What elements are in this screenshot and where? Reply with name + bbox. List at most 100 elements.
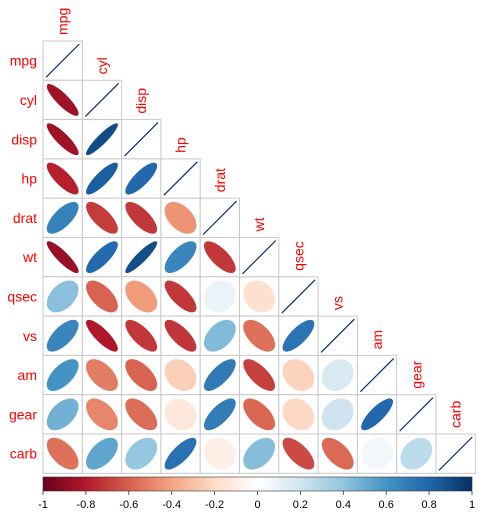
corr-ellipse bbox=[46, 437, 80, 471]
cell-am-qsec bbox=[278, 354, 319, 396]
colorbar-tick-label: -1 bbox=[38, 499, 48, 511]
corr-ellipse bbox=[85, 240, 119, 274]
corr-ellipse bbox=[242, 437, 276, 471]
cell-gear-qsec bbox=[278, 394, 319, 435]
row-label-disp: disp bbox=[11, 131, 37, 147]
corr-ellipse bbox=[321, 358, 355, 392]
cell-carb-gear bbox=[396, 433, 437, 474]
cell-hp-disp bbox=[121, 158, 162, 199]
corr-ellipse bbox=[164, 397, 197, 431]
cell-drat-cyl bbox=[81, 197, 123, 238]
corr-ellipse bbox=[242, 319, 276, 353]
diagonal-mark bbox=[320, 318, 355, 353]
col-label-disp: disp bbox=[133, 88, 149, 114]
cell-wt-wt bbox=[239, 237, 280, 278]
cell-gear-drat bbox=[199, 394, 240, 435]
corr-ellipse bbox=[203, 358, 237, 392]
corr-ellipse bbox=[124, 319, 158, 353]
corr-ellipse bbox=[242, 280, 276, 313]
diagonal-mark bbox=[359, 357, 395, 393]
cell-drat-mpg bbox=[42, 197, 83, 238]
cell-qsec-mpg bbox=[42, 276, 83, 317]
col-label-carb: carb bbox=[448, 401, 464, 428]
colorbar-tick-label: -0.4 bbox=[162, 499, 181, 511]
corr-ellipse bbox=[124, 437, 158, 471]
cell-gear-mpg bbox=[42, 394, 83, 435]
cell-cyl-cyl bbox=[81, 79, 123, 121]
row-label-wt: wt bbox=[22, 249, 37, 265]
cell-hp-mpg bbox=[42, 158, 83, 199]
col-label-cyl: cyl bbox=[94, 57, 110, 74]
corr-ellipse bbox=[164, 319, 197, 353]
corr-ellipse bbox=[85, 319, 119, 353]
colorbar-tick-label: -0.8 bbox=[76, 499, 95, 511]
corr-ellipse bbox=[85, 162, 119, 195]
corr-ellipse bbox=[282, 437, 315, 471]
cell-am-vs bbox=[317, 354, 358, 396]
cell-qsec-wt bbox=[239, 276, 280, 317]
corr-ellipse bbox=[321, 437, 355, 471]
colorbar-tick-label: -0.2 bbox=[205, 499, 224, 511]
corr-ellipse bbox=[282, 358, 315, 392]
row-label-qsec: qsec bbox=[7, 288, 37, 304]
corr-ellipse bbox=[85, 397, 119, 431]
diagonal-mark bbox=[281, 279, 316, 314]
cell-carb-mpg bbox=[42, 433, 83, 474]
cell-am-am bbox=[356, 354, 398, 396]
cell-vs-mpg bbox=[42, 315, 83, 356]
corr-ellipse bbox=[124, 397, 158, 431]
colorbar-tick-label: 0 bbox=[254, 499, 260, 511]
corr-ellipse bbox=[203, 319, 237, 353]
corr-ellipse bbox=[85, 201, 119, 235]
corr-ellipse bbox=[164, 437, 197, 471]
corr-ellipse bbox=[85, 437, 119, 471]
cell-carb-am bbox=[356, 433, 398, 474]
corr-ellipse bbox=[164, 240, 197, 274]
cell-hp-cyl bbox=[81, 158, 123, 199]
cell-gear-cyl bbox=[81, 394, 123, 435]
diagonal-mark bbox=[84, 82, 120, 118]
cell-carb-wt bbox=[239, 433, 280, 474]
corr-ellipse bbox=[203, 397, 237, 431]
corr-ellipse bbox=[46, 280, 80, 313]
row-label-drat: drat bbox=[13, 210, 37, 226]
corr-ellipse bbox=[124, 280, 158, 313]
colorbar-tick-label: -0.6 bbox=[119, 499, 138, 511]
col-label-mpg: mpg bbox=[55, 8, 71, 35]
corr-ellipse bbox=[46, 397, 80, 431]
col-label-drat: drat bbox=[212, 168, 228, 192]
corr-ellipse bbox=[203, 280, 237, 313]
corr-ellipse bbox=[242, 397, 276, 431]
diagonal-mark bbox=[202, 200, 237, 235]
cell-gear-vs bbox=[317, 394, 358, 435]
cell-am-hp bbox=[160, 354, 201, 396]
cell-wt-hp bbox=[160, 237, 201, 278]
corr-ellipse bbox=[164, 201, 197, 235]
cell-carb-vs bbox=[317, 433, 358, 474]
cell-vs-qsec bbox=[278, 315, 319, 356]
corr-ellipse bbox=[360, 437, 394, 471]
row-label-hp: hp bbox=[21, 171, 37, 187]
cell-vs-vs bbox=[317, 315, 358, 356]
cell-drat-hp bbox=[160, 197, 201, 238]
row-label-am: am bbox=[18, 367, 37, 383]
corr-ellipse bbox=[85, 122, 119, 156]
cell-disp-mpg bbox=[42, 119, 83, 160]
col-label-wt: wt bbox=[251, 217, 267, 232]
colorbar-tick-label: 0.4 bbox=[336, 499, 351, 511]
row-label-mpg: mpg bbox=[10, 53, 37, 69]
colorbar bbox=[42, 476, 473, 492]
cell-carb-cyl bbox=[81, 433, 123, 474]
cell-drat-drat bbox=[199, 197, 240, 238]
cell-qsec-qsec bbox=[278, 276, 319, 317]
cell-vs-disp bbox=[121, 315, 162, 356]
cell-am-disp bbox=[121, 354, 162, 396]
col-label-hp: hp bbox=[173, 137, 189, 153]
col-label-am: am bbox=[369, 330, 385, 349]
cell-disp-disp bbox=[121, 119, 162, 160]
colorbar-tick-label: 1 bbox=[469, 499, 475, 511]
corr-ellipse bbox=[399, 437, 433, 471]
corr-ellipse bbox=[46, 201, 80, 235]
cell-vs-cyl bbox=[81, 315, 123, 356]
